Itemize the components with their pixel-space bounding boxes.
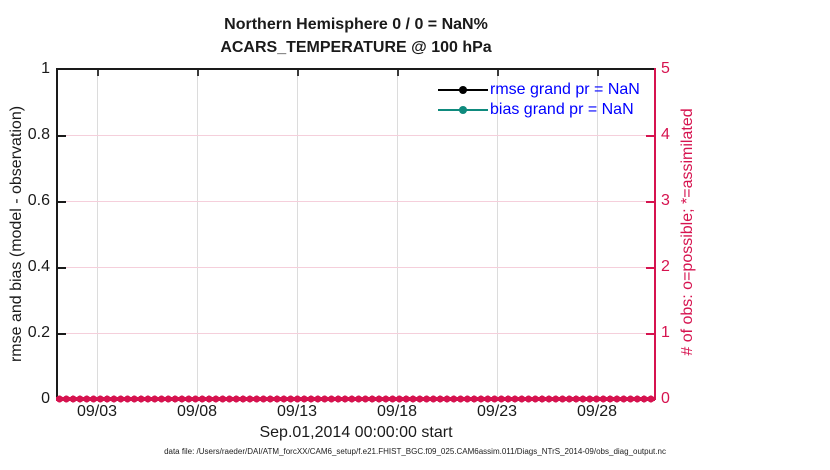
gridline-horizontal	[58, 333, 654, 334]
y-tick-label-left: 0.6	[27, 192, 50, 209]
x-tick-mark	[97, 70, 99, 76]
data-file-path: data file: /Users/raeder/DAI/ATM_forcXX/…	[164, 447, 666, 456]
y-axis-label-right: # of obs: o=possible; *=assimilated	[679, 108, 696, 356]
x-tick-label: 09/18	[376, 403, 418, 420]
y-tick-mark-left	[58, 267, 66, 269]
chart-title-line1: Northern Hemisphere 0 / 0 = NaN%	[224, 16, 488, 33]
x-tick-label: 09/13	[276, 403, 318, 420]
y-tick-mark-left	[58, 333, 66, 335]
y-tick-label-left: 1	[41, 60, 50, 77]
x-axis-label: Sep.01,2014 00:00:00 start	[259, 424, 453, 441]
gridline-vertical	[597, 70, 598, 398]
y-tick-label-right: 3	[661, 192, 670, 209]
x-tick-mark	[497, 70, 499, 76]
y-tick-label-left: 0.4	[27, 258, 50, 275]
chart-title-block: Northern Hemisphere 0 / 0 = NaN% ACARS_T…	[57, 13, 655, 59]
y-tick-mark-left	[58, 135, 66, 137]
legend-item-rmse: rmse grand pr = NaN	[438, 80, 640, 100]
gridline-horizontal	[58, 201, 654, 202]
gridline-vertical	[197, 70, 198, 398]
y-tick-label-right: 5	[661, 60, 670, 77]
legend-label-rmse: rmse grand pr = NaN	[490, 81, 640, 98]
x-tick-mark	[297, 70, 299, 76]
rmse-line-swatch	[438, 86, 488, 94]
gridline-horizontal	[58, 267, 654, 268]
y-tick-mark-left	[58, 201, 66, 203]
y-tick-label-right: 0	[661, 390, 670, 407]
y-tick-label-left: 0	[41, 390, 50, 407]
rmse-marker-icon	[459, 86, 467, 94]
x-tick-label: 09/23	[476, 403, 518, 420]
y-tick-label-right: 1	[661, 324, 670, 341]
gridline-vertical	[97, 70, 98, 398]
plot-frame-top	[56, 68, 656, 70]
y-axis-label-left: rmse and bias (model - observation)	[8, 105, 25, 363]
gridline-vertical	[297, 70, 298, 398]
y-tick-mark-right	[646, 201, 654, 203]
y-tick-label-left: 0.8	[27, 126, 50, 143]
y-tick-label-left: 0.2	[27, 324, 50, 341]
x-tick-label: 09/03	[76, 403, 118, 420]
legend-label-bias: bias grand pr = NaN	[490, 101, 634, 118]
y-tick-mark-right	[646, 267, 654, 269]
bias-line-swatch	[438, 106, 488, 114]
legend: rmse grand pr = NaN bias grand pr = NaN	[438, 80, 640, 120]
plot-frame-right	[654, 68, 656, 400]
assimilated-obs-marker-band	[56, 394, 655, 404]
x-tick-mark	[397, 70, 399, 76]
x-tick-mark	[597, 70, 599, 76]
gridline-horizontal	[58, 135, 654, 136]
legend-item-bias: bias grand pr = NaN	[438, 100, 640, 120]
x-tick-label: 09/28	[576, 403, 618, 420]
gridline-vertical	[397, 70, 398, 398]
y-tick-label-right: 4	[661, 126, 670, 143]
y-tick-label-right: 2	[661, 258, 670, 275]
y-tick-mark-right	[646, 135, 654, 137]
chart-title-line2: ACARS_TEMPERATURE @ 100 hPa	[220, 39, 492, 56]
x-tick-mark	[197, 70, 199, 76]
bias-marker-icon	[459, 106, 467, 114]
y-tick-mark-right	[646, 333, 654, 335]
plot-frame-left	[56, 68, 58, 400]
x-tick-label: 09/08	[176, 403, 218, 420]
gridline-vertical	[497, 70, 498, 398]
